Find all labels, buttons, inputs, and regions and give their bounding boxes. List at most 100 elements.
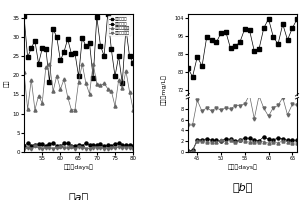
出水硝酸根 <box>99 143 102 146</box>
出水亚硝酸根 <box>44 147 48 150</box>
进水硝酸根 <box>121 82 124 84</box>
出水硝酸根 <box>88 144 91 146</box>
进水硝酸根 <box>253 50 256 52</box>
出水硝酸根 <box>95 144 99 147</box>
进水硝酸根 <box>84 45 88 47</box>
进水亚硝酸根 <box>33 109 37 111</box>
出水亚硝酸根 <box>106 148 110 150</box>
进水硝酸根 <box>267 18 270 20</box>
进水硝酸根 <box>214 41 218 44</box>
出水硝酸根 <box>102 145 106 147</box>
进水硝酸根 <box>186 67 190 69</box>
进水亚硝酸根 <box>99 84 102 87</box>
进水硝酸根 <box>26 56 29 59</box>
进水硝酸根 <box>70 52 73 55</box>
进水硝酸根 <box>243 28 247 30</box>
出水亚硝酸根 <box>51 147 55 150</box>
出水硝酸根 <box>55 145 58 147</box>
进水硝酸根 <box>131 62 135 64</box>
进水硝酸根 <box>99 44 102 47</box>
出水亚硝酸根 <box>66 147 70 149</box>
出水亚硝酸根 <box>62 147 66 150</box>
出水亚硝酸根 <box>88 147 91 150</box>
进水亚硝酸根 <box>37 95 40 97</box>
出水硝酸根 <box>58 145 62 147</box>
出水硝酸根 <box>37 143 40 145</box>
进水硝酸根 <box>281 23 285 25</box>
出水亚硝酸根 <box>113 147 117 149</box>
进水硝酸根 <box>80 37 84 39</box>
进水硝酸根 <box>191 76 194 78</box>
进水硝酸根 <box>205 35 208 38</box>
进水硝酸根 <box>73 52 77 54</box>
进水硝酸根 <box>95 16 99 18</box>
出水亚硝酸根 <box>26 147 29 149</box>
进水硝酸根 <box>22 15 26 17</box>
进水亚硝酸根 <box>77 80 80 83</box>
进水硝酸根 <box>44 47 48 50</box>
出水亚硝酸根 <box>102 148 106 150</box>
进水亚硝酸根 <box>131 109 135 111</box>
进水硝酸根 <box>196 55 199 58</box>
进水亚硝酸根 <box>22 71 26 74</box>
X-axis label: 时间（days）: 时间（days） <box>64 164 94 170</box>
进水亚硝酸根 <box>95 82 99 85</box>
进水硝酸根 <box>272 36 275 38</box>
出水亚硝酸根 <box>73 148 77 150</box>
进水硝酸根 <box>224 31 228 33</box>
进水亚硝酸根 <box>51 90 55 92</box>
出水硝酸根 <box>106 144 110 146</box>
出水亚硝酸根 <box>40 147 44 150</box>
进水硝酸根 <box>102 55 106 57</box>
进水硝酸根 <box>33 39 37 42</box>
进水亚硝酸根 <box>88 93 91 95</box>
进水硝酸根 <box>295 18 299 20</box>
出水亚硝酸根 <box>117 146 120 148</box>
出水亚硝酸根 <box>131 148 135 150</box>
出水亚硝酸根 <box>128 147 131 149</box>
进水硝酸根 <box>55 36 58 38</box>
出水亚硝酸根 <box>121 147 124 150</box>
进水硝酸根 <box>37 62 40 65</box>
进水亚硝酸根 <box>44 66 48 68</box>
进水硝酸根 <box>77 75 80 78</box>
Legend: 进水硝酸根, 出水硝酸根, 进水亚硝酸根, 出水亚硝酸根: 进水硝酸根, 出水硝酸根, 进水亚硝酸根, 出水亚硝酸根 <box>108 16 131 36</box>
进水硝酸根 <box>238 41 242 43</box>
进水硝酸根 <box>110 48 113 51</box>
出水亚硝酸根 <box>80 147 84 150</box>
进水亚硝酸根 <box>110 90 113 92</box>
进水硝酸根 <box>113 75 117 78</box>
出水亚硝酸根 <box>77 146 80 148</box>
Text: （a）: （a） <box>68 193 89 200</box>
出水亚硝酸根 <box>95 147 99 149</box>
进水亚硝酸根 <box>106 87 110 90</box>
出水亚硝酸根 <box>124 147 128 149</box>
出水硝酸根 <box>113 143 117 145</box>
出水亚硝酸根 <box>110 147 113 150</box>
进水硝酸根 <box>66 38 70 40</box>
进水亚硝酸根 <box>40 102 44 104</box>
出水亚硝酸根 <box>29 148 33 150</box>
出水硝酸根 <box>121 144 124 146</box>
进水亚硝酸根 <box>58 88 62 90</box>
进水硝酸根 <box>92 77 95 79</box>
进水硝酸根 <box>233 45 237 48</box>
进水亚硝酸根 <box>84 82 88 84</box>
出水亚硝酸根 <box>37 147 40 149</box>
进水硝酸根 <box>124 27 128 30</box>
进水亚硝酸根 <box>117 79 120 81</box>
出水硝酸根 <box>117 142 120 145</box>
进水亚硝酸根 <box>70 109 73 111</box>
进水硝酸根 <box>117 55 120 57</box>
进水亚硝酸根 <box>26 108 29 110</box>
进水硝酸根 <box>58 59 62 62</box>
出水硝酸根 <box>62 142 66 145</box>
X-axis label: 时间（days）: 时间（days） <box>227 164 257 170</box>
进水硝酸根 <box>262 27 266 29</box>
出水亚硝酸根 <box>84 147 88 150</box>
出水亚硝酸根 <box>22 148 26 150</box>
进水硝酸根 <box>128 55 131 58</box>
进水硝酸根 <box>210 39 213 41</box>
出水硝酸根 <box>80 145 84 147</box>
Text: （b）: （b） <box>232 182 253 192</box>
